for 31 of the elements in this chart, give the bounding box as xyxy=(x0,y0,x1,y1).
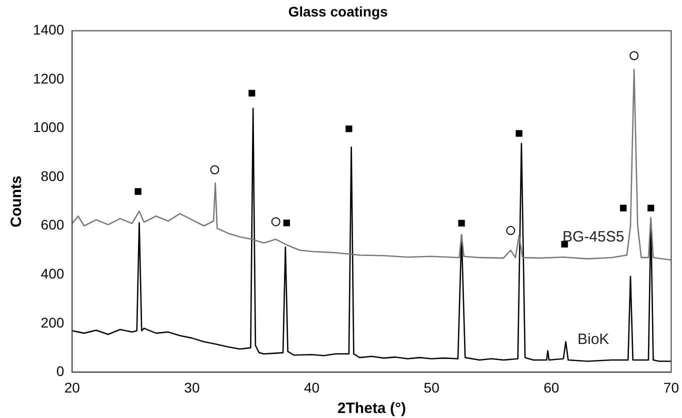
x-tick-label: 60 xyxy=(544,379,560,396)
y-tick-label: 0 xyxy=(56,363,64,380)
y-tick-label: 200 xyxy=(40,314,64,330)
chart-title: Glass coatings xyxy=(288,3,388,20)
x-tick-label: 40 xyxy=(304,379,320,396)
y-tick-label: 1200 xyxy=(32,70,64,86)
point xyxy=(620,204,627,212)
point xyxy=(516,130,522,137)
point xyxy=(506,226,516,236)
x-tick-label: 70 xyxy=(663,379,680,396)
point xyxy=(271,217,280,226)
point xyxy=(134,188,142,195)
point xyxy=(346,126,352,132)
point xyxy=(648,204,654,212)
x-tick-label: 20 xyxy=(64,379,80,396)
point xyxy=(210,165,220,174)
y-tick-label: 400 xyxy=(40,266,64,282)
y-tick-label: 800 xyxy=(40,168,64,184)
y-axis-title: Counts xyxy=(8,176,26,228)
y-tick-label: 1400 xyxy=(32,22,64,38)
y-tick-label: 600 xyxy=(40,216,64,233)
point xyxy=(283,220,290,226)
point xyxy=(458,220,465,227)
point xyxy=(248,90,256,97)
series-label: BG-45S5 xyxy=(562,228,624,246)
x-axis-title: 2Theta (°) xyxy=(337,400,406,418)
y-tick-label: 1000 xyxy=(32,119,64,136)
point xyxy=(630,51,639,60)
x-tick-label: 50 xyxy=(424,379,440,396)
series-label: BioK xyxy=(577,330,610,348)
x-tick-label: 30 xyxy=(184,379,200,396)
